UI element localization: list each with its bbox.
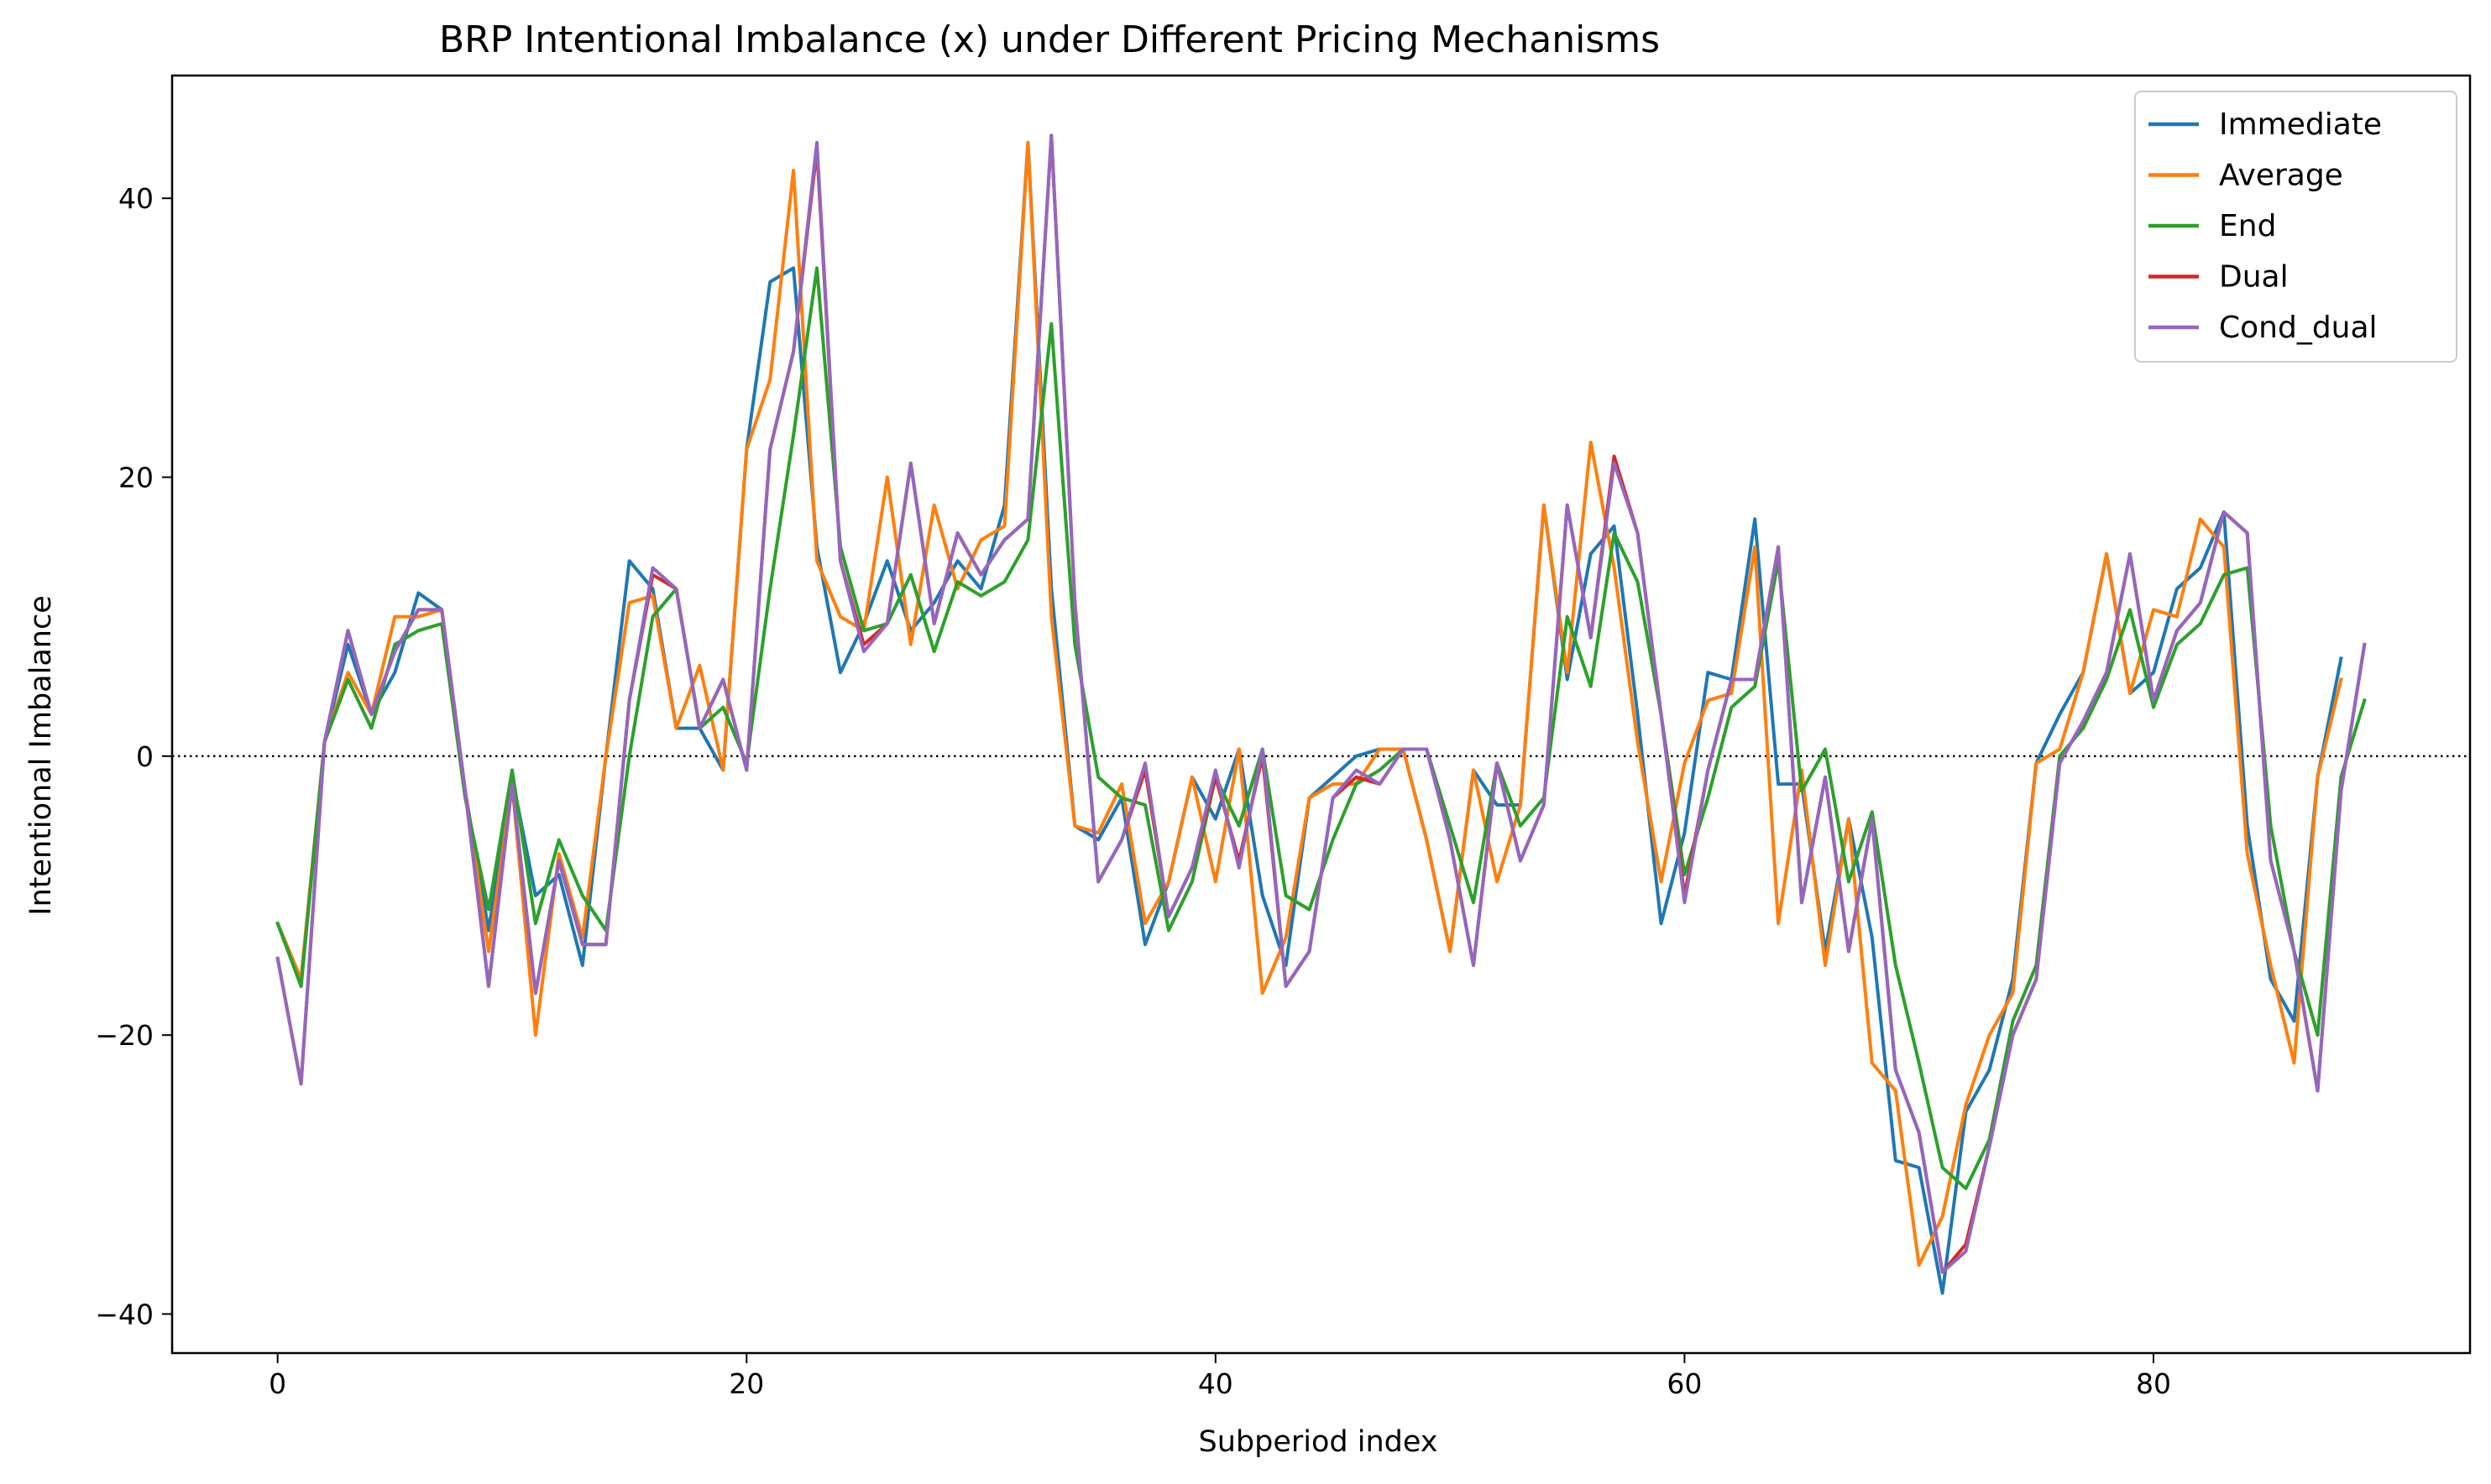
x-tick-label: 0 (269, 1367, 286, 1400)
y-tick-label: 20 (118, 462, 154, 494)
chart-title: BRP Intentional Imbalance (x) under Diff… (439, 18, 1660, 61)
x-tick-label: 80 (2136, 1367, 2171, 1400)
plot-frame (170, 74, 2472, 1355)
legend-entry-label: Dual (2219, 260, 2289, 295)
x-tick-label: 60 (1667, 1367, 1702, 1400)
y-axis-label: Intentional Imbalance (24, 595, 58, 916)
legend-entry-label: Average (2219, 159, 2343, 193)
x-tick-label: 40 (1198, 1367, 1233, 1400)
legend-box (2134, 91, 2457, 363)
y-tick-label: 40 (118, 182, 154, 215)
axis-ticks: 0 20 40 60 80 −40 −20 0 20 40 (95, 182, 2171, 1400)
series-line-cond-dual (275, 133, 2367, 1274)
y-tick-label: −20 (95, 1019, 154, 1052)
y-tick-label: 0 (136, 740, 154, 773)
x-tick-label: 20 (729, 1367, 764, 1400)
legend-entry-label: Immediate (2219, 107, 2382, 142)
legend-entry-label: Cond_dual (2219, 311, 2378, 345)
x-axis-label: Subperiod index (1199, 1425, 1438, 1459)
y-tick-label: −40 (95, 1298, 154, 1330)
legend: Immediate Average End Dual Cond_dual (2134, 91, 2457, 363)
series-line-average (275, 140, 2343, 1267)
plot-area (172, 133, 2470, 1295)
legend-entry-label: End (2219, 209, 2276, 243)
